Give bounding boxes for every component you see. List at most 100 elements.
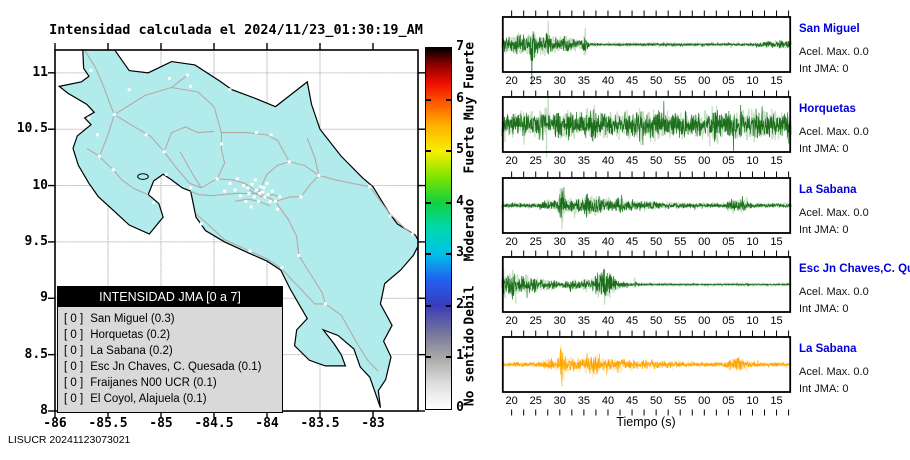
bottom-axis-ticks	[511, 409, 790, 416]
map-x-tick-label: -84	[255, 416, 279, 431]
colorbar-scale-label: Moderado	[462, 198, 478, 262]
legend-entry-bracket: [ 0 ]	[64, 361, 84, 373]
waveform-tick-label: 50	[650, 315, 663, 327]
colorbar-tick	[446, 253, 451, 256]
waveform-tick-label: 15	[770, 236, 783, 248]
station-marker	[257, 199, 261, 203]
colorbar-scale-label: Muy Fuerte	[462, 41, 478, 120]
colorbar-scale-label: Debil	[462, 285, 478, 325]
station-marker	[263, 195, 267, 199]
int-jma-label: Int JMA: 0	[799, 224, 849, 236]
waveform-tick-label: 10	[746, 315, 759, 327]
map-y-tick-label: 10	[32, 177, 48, 193]
waveform-tick-label: 20	[505, 75, 518, 87]
colorbar-tick-label: 3	[456, 245, 464, 261]
accel-max-label: Acel. Max. 0.0	[799, 46, 869, 58]
waveform-tick-label: 25	[529, 155, 542, 167]
waveform-tick-label: 30	[553, 236, 566, 248]
waveform-tick-label: 45	[625, 75, 639, 87]
waveform-tick-label: 40	[601, 236, 615, 248]
colorbar-tick	[446, 150, 451, 153]
waveform-tick-label: 20	[505, 155, 518, 167]
accel-max-label: Acel. Max. 0.0	[799, 366, 869, 378]
legend-entry-name: La Sabana (0.2)	[90, 345, 173, 357]
colorbar-tick	[446, 356, 451, 359]
waveform-trace	[501, 348, 792, 387]
waveform-tick-label: 35	[577, 395, 590, 407]
waveform-tick-label: 25	[529, 75, 542, 87]
colorbar-tick	[426, 253, 431, 256]
station-marker	[112, 113, 116, 117]
waveform-trace	[501, 31, 792, 86]
station-marker	[259, 185, 263, 189]
colorbar-tick-label: 7	[456, 39, 464, 54]
waveform-tick-label: 00	[698, 155, 711, 167]
waveform-tick-label: 35	[577, 75, 590, 87]
waveform-tick-label: 50	[650, 75, 663, 87]
station-marker	[235, 177, 239, 181]
waveform-tick-label: 50	[650, 395, 663, 407]
waveform-tick-label: 05	[722, 155, 735, 167]
station-marker	[276, 207, 280, 211]
waveform-tick-label: 45	[625, 236, 639, 248]
station-marker	[261, 190, 265, 194]
waveform-panel	[501, 171, 792, 234]
waveform-tick-label: 40	[601, 395, 615, 407]
waveform-tick-label: 50	[650, 236, 663, 248]
waveform-trace	[501, 187, 792, 218]
station-marker	[127, 88, 131, 92]
waveform-tick-label: 40	[601, 75, 615, 87]
waveform-tick-label: 25	[529, 315, 542, 327]
panel-border	[501, 336, 792, 393]
map-canvas	[55, 50, 418, 411]
colorbar-tick-label: 1	[456, 348, 464, 364]
waveform-panel	[501, 90, 792, 158]
map-x-tick-label: -83	[361, 416, 385, 431]
accel-max-label: Acel. Max. 0.0	[799, 286, 869, 298]
legend: INTENSIDAD JMA [0 a 7] [ 0 ] San Miguel (…	[57, 286, 283, 413]
station-marker	[258, 191, 262, 195]
station-marker	[249, 205, 253, 209]
legend-entry-name: El Coyol, Alajuela (0.1)	[90, 393, 207, 405]
waveform-tick-label: 40	[601, 155, 615, 167]
station-marker	[228, 181, 232, 185]
station-marker	[162, 150, 166, 154]
waveform-panel	[501, 250, 792, 313]
station-marker	[297, 253, 301, 257]
panel-border	[501, 16, 792, 73]
station-marker	[144, 133, 148, 137]
waveform-tick-label: 15	[770, 155, 783, 167]
waveform-tick-label: 20	[505, 395, 518, 407]
station-marker	[167, 77, 171, 80]
station-marker	[269, 133, 273, 137]
map-x-tick-label: -86	[43, 416, 67, 431]
station-marker	[89, 69, 93, 73]
station-marker	[215, 177, 219, 181]
map-x-tick-label: -85.5	[88, 416, 128, 431]
colorbar-tick	[426, 304, 431, 307]
station-marker	[219, 142, 223, 146]
station-marker	[152, 201, 156, 204]
station-name: San Miguel	[799, 23, 860, 35]
legend-title: INTENSIDAD JMA [0 a 7]	[58, 287, 282, 307]
legend-entry: [ 0 ] San Miguel (0.3)	[64, 311, 276, 327]
colorbar-tick	[426, 356, 431, 359]
map-x-tick-label: -85	[149, 416, 173, 431]
station-marker	[254, 131, 258, 135]
waveform-panel	[501, 10, 792, 86]
station-marker	[233, 188, 237, 192]
waveform-tick-label: 05	[722, 75, 735, 87]
waveform-trace	[501, 268, 792, 300]
map-y-tick-label: 8	[40, 403, 48, 418]
legend-entry: [ 0 ] El Coyol, Alajuela (0.1)	[64, 391, 276, 407]
map-y-tick-label: 8.5	[24, 346, 48, 362]
station-marker	[164, 172, 168, 176]
station-marker	[248, 249, 252, 253]
waveform-tick-label: 55	[674, 315, 687, 327]
waveform-tick-label: 25	[529, 236, 542, 248]
station-marker	[228, 88, 232, 92]
waveform-tick-label: 55	[674, 155, 687, 167]
station-marker	[268, 199, 272, 203]
station-marker	[270, 189, 274, 193]
station-marker	[299, 195, 303, 199]
